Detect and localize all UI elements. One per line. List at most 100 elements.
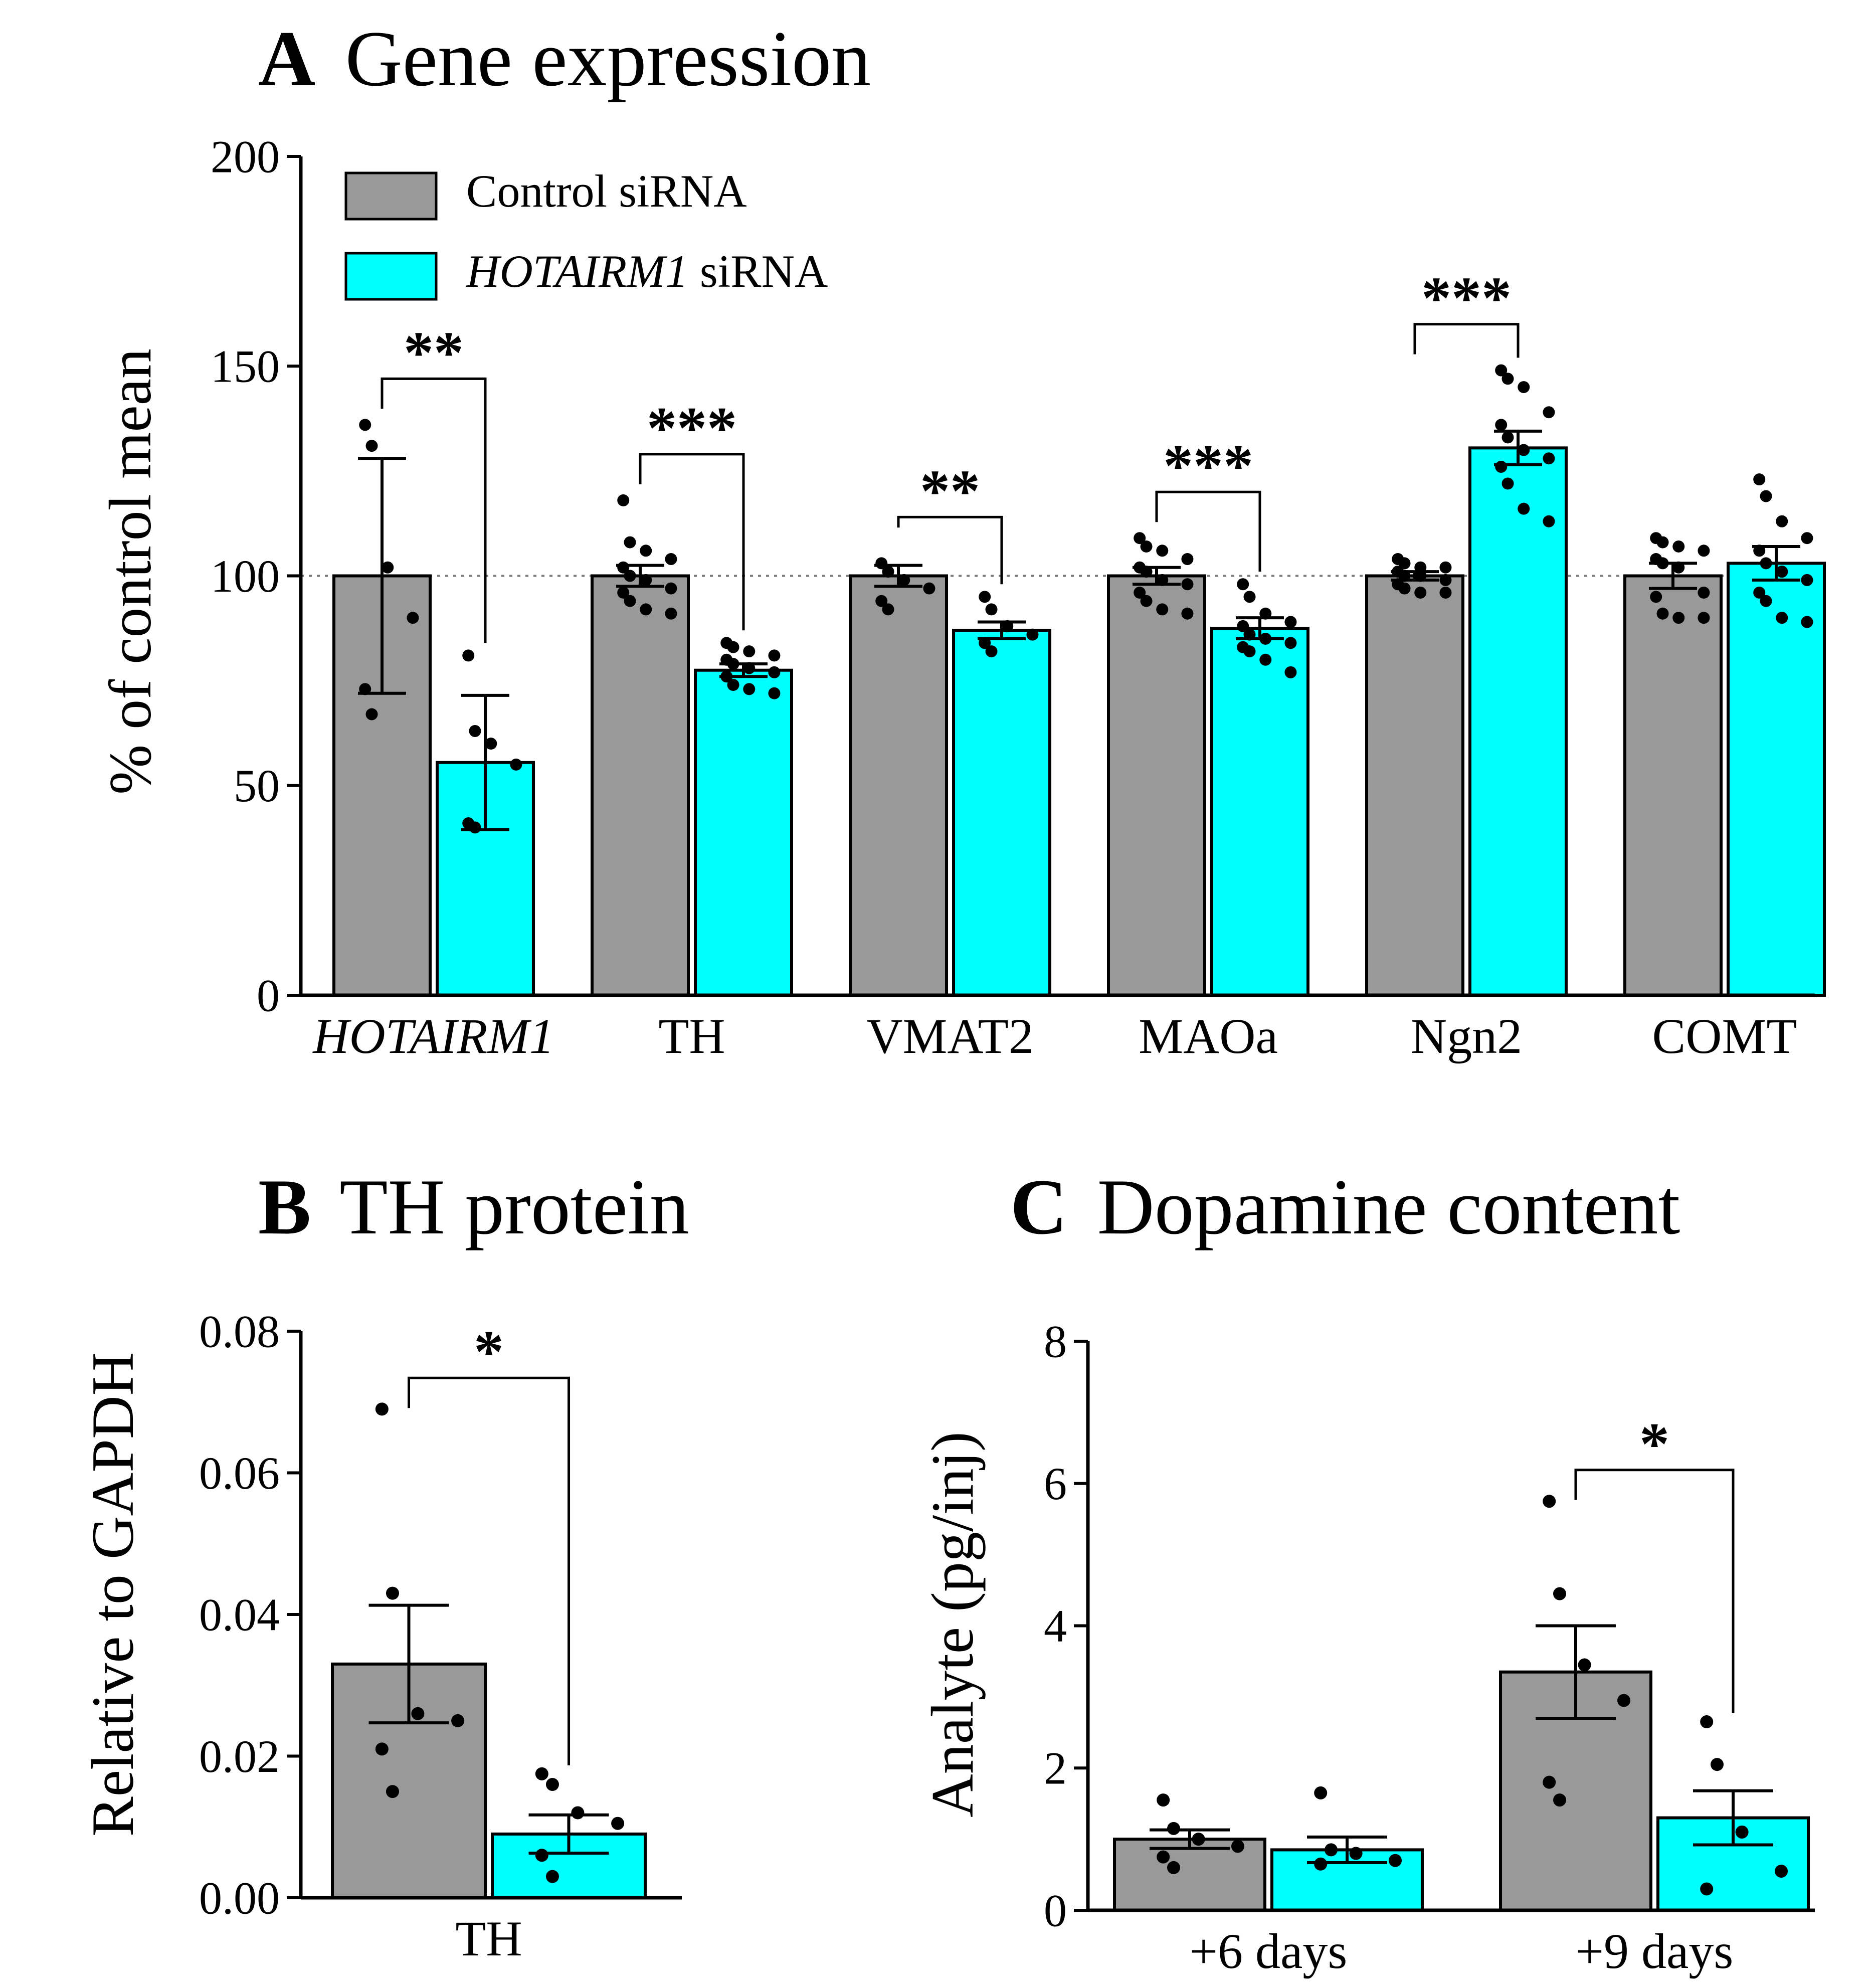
data-point bbox=[624, 570, 636, 582]
y-tick-label: 0 bbox=[1044, 1885, 1067, 1936]
data-point bbox=[485, 738, 497, 750]
bar bbox=[1107, 574, 1206, 997]
data-point bbox=[1140, 540, 1153, 553]
data-point bbox=[640, 574, 652, 586]
data-point bbox=[1192, 1833, 1205, 1846]
data-point bbox=[1553, 1587, 1566, 1600]
data-point bbox=[1439, 574, 1452, 586]
data-point bbox=[1711, 1758, 1724, 1771]
data-point bbox=[743, 662, 756, 674]
data-point bbox=[545, 1870, 559, 1883]
data-point bbox=[1801, 532, 1813, 545]
data-point bbox=[882, 566, 894, 578]
legend: Control siRNA HOTAIRM1 siRNA bbox=[344, 165, 828, 301]
panel-a-title: A Gene expression bbox=[258, 15, 871, 103]
data-point bbox=[1134, 532, 1146, 545]
data-point bbox=[375, 1402, 389, 1416]
data-point bbox=[510, 758, 522, 771]
data-point bbox=[1776, 612, 1788, 624]
data-point bbox=[1698, 545, 1710, 557]
data-point bbox=[1495, 419, 1508, 431]
bar bbox=[1210, 627, 1309, 997]
data-point bbox=[382, 561, 394, 574]
data-point bbox=[359, 419, 371, 431]
data-point bbox=[1656, 607, 1669, 620]
data-point bbox=[386, 1586, 399, 1600]
data-point bbox=[640, 603, 652, 616]
data-point bbox=[365, 440, 378, 452]
data-point bbox=[1650, 591, 1662, 603]
x-tick-label: MAOa bbox=[1139, 1008, 1278, 1064]
data-point bbox=[1398, 582, 1411, 595]
data-point bbox=[535, 1767, 548, 1780]
data-point bbox=[469, 821, 481, 834]
panel-a-ylabel: % of control mean bbox=[97, 348, 163, 795]
data-point bbox=[665, 607, 677, 620]
y-tick-label: 0.04 bbox=[199, 1589, 280, 1640]
data-point bbox=[1439, 561, 1452, 574]
bar bbox=[952, 629, 1051, 997]
data-point bbox=[1760, 490, 1772, 502]
significance-stars: ** bbox=[920, 457, 980, 524]
significance-stars: *** bbox=[647, 395, 737, 461]
bar bbox=[591, 574, 690, 997]
data-point bbox=[1698, 586, 1710, 599]
data-point bbox=[1414, 561, 1427, 574]
data-point bbox=[1553, 1793, 1566, 1807]
data-point bbox=[875, 595, 888, 607]
data-point bbox=[617, 494, 630, 506]
data-point bbox=[1349, 1847, 1363, 1860]
data-point bbox=[624, 536, 636, 549]
data-point bbox=[1414, 570, 1427, 582]
data-point bbox=[768, 666, 781, 678]
bar bbox=[694, 668, 793, 997]
data-point bbox=[1518, 444, 1530, 456]
x-tick-label: +6 days bbox=[1190, 1923, 1348, 1979]
data-point bbox=[545, 1778, 559, 1791]
significance-bracket bbox=[639, 453, 745, 631]
data-point bbox=[1502, 431, 1514, 444]
panel-c-plot: +6 days +9 days * 0 2 4 6 8 bbox=[1044, 1316, 1815, 1979]
data-point bbox=[1735, 1825, 1749, 1839]
y-tick-label: 8 bbox=[1044, 1316, 1067, 1367]
y-tick-label: 0.00 bbox=[199, 1872, 280, 1923]
data-point bbox=[1617, 1694, 1630, 1707]
data-point bbox=[1284, 666, 1297, 678]
data-point bbox=[1698, 612, 1710, 624]
bar bbox=[1623, 574, 1723, 997]
significance-bracket bbox=[381, 377, 487, 643]
y-tick-label: 50 bbox=[234, 760, 280, 811]
data-point bbox=[743, 683, 756, 695]
data-point bbox=[1700, 1882, 1714, 1896]
data-point bbox=[1801, 616, 1813, 628]
significance-bracket bbox=[1574, 1469, 1735, 1714]
data-point bbox=[1181, 553, 1194, 566]
legend-label-hotairm1: HOTAIRM1 siRNA bbox=[466, 246, 828, 297]
data-point bbox=[1284, 637, 1297, 649]
data-point bbox=[923, 582, 935, 595]
x-tick-label: VMAT2 bbox=[866, 1008, 1033, 1064]
data-point bbox=[1157, 1850, 1170, 1864]
data-point bbox=[1518, 381, 1530, 394]
data-point bbox=[1672, 612, 1685, 624]
data-point bbox=[1502, 477, 1514, 490]
data-point bbox=[1543, 406, 1555, 419]
data-point bbox=[1753, 586, 1766, 599]
data-point bbox=[1753, 473, 1766, 486]
data-point bbox=[875, 557, 888, 570]
data-point bbox=[462, 649, 475, 662]
data-point bbox=[1502, 373, 1514, 385]
data-point bbox=[1398, 570, 1411, 582]
significance-bracket bbox=[1413, 323, 1520, 358]
significance-stars: * bbox=[474, 1318, 504, 1385]
legend-label-control: Control siRNA bbox=[466, 165, 747, 217]
bar bbox=[1727, 562, 1826, 997]
y-tick-label: 0.08 bbox=[199, 1306, 280, 1357]
data-point bbox=[617, 586, 630, 599]
panel-c-title: C Dopamine content bbox=[1010, 1163, 1680, 1251]
data-point bbox=[535, 1849, 548, 1862]
data-point bbox=[1237, 578, 1249, 591]
data-point bbox=[1543, 515, 1555, 527]
data-point bbox=[1776, 566, 1788, 578]
data-point bbox=[617, 561, 630, 574]
